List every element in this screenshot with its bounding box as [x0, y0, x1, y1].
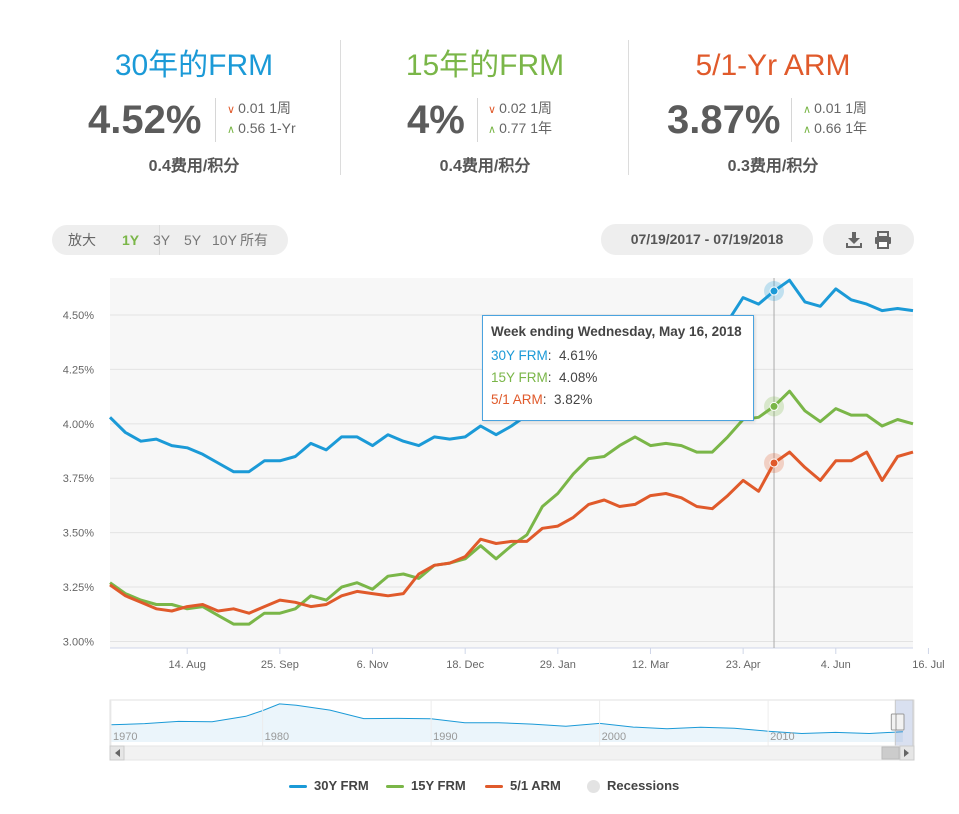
rate-line-chart: 3.00% 3.25% 3.50% 3.75% 4.00% 4.25% 4.50% 14. … — [63, 278, 945, 671]
y-tick-label: 3.75% — [63, 473, 94, 485]
time-navigator[interactable]: 1970 1980 1990 2000 2010 — [0, 698, 959, 764]
zoom-all-button[interactable]: 所有 — [240, 232, 268, 248]
summary-week-change: ∨ 0.02 1周 — [488, 100, 552, 116]
summary-week-change: ∧ 0.01 1周 — [803, 100, 867, 116]
navigator-year-label: 2010 — [770, 731, 794, 743]
y-tick-label: 3.00% — [63, 636, 94, 648]
summary-15y-frm: 15年的FRM 4% ∨ 0.02 1周 ∧ 0.77 1年 0.4费用/积分 — [340, 40, 629, 175]
hover-tooltip: Week ending Wednesday, May 16, 2018 30Y … — [482, 315, 754, 421]
legend-item-15y-frm[interactable]: 15Y FRM — [386, 776, 466, 796]
summary-5-1-arm: 5/1-Yr ARM 3.87% ∧ 0.01 1周 ∧ 0.66 1年 0.3费用… — [628, 40, 917, 175]
x-axis: 14. Aug 25. Sep 6. Nov 18. Dec 29. Jan 12. Ma… — [169, 648, 945, 671]
summary-divider — [791, 98, 792, 142]
legend-swatch — [386, 785, 404, 789]
summary-week-change: ∨ 0.01 1周 — [227, 100, 291, 116]
legend-swatch — [485, 785, 503, 789]
summary-rate: 3.87% — [667, 98, 781, 142]
navigator-history-line — [110, 703, 903, 735]
summary-year-change: ∧ 0.77 1年 — [488, 120, 552, 136]
navigator-scrollbar-thumb[interactable] — [881, 746, 900, 760]
legend-swatch — [289, 785, 307, 789]
legend-swatch — [587, 780, 600, 794]
hover-point — [769, 458, 779, 468]
y-tick-label: 3.25% — [63, 582, 94, 594]
arrow-up-icon: ∧ — [803, 104, 812, 116]
summary-divider — [215, 98, 216, 142]
summary-year-change: ∧ 0.66 1年 — [803, 120, 867, 136]
x-tick-label: 14. Aug — [169, 659, 206, 671]
summary-title: 30年的FRM — [114, 49, 274, 82]
arrow-up-icon: ∧ — [227, 124, 236, 136]
summary-30y-frm: 30年的FRM 4.52% ∨ 0.01 1周 ∧ 0.56 1-Yr 0.4费用/… — [50, 40, 338, 175]
navigator-handle-right[interactable] — [895, 713, 905, 731]
x-tick-label: 29. Jan — [540, 659, 576, 671]
hover-point — [769, 286, 779, 296]
scroll-left-button[interactable] — [109, 745, 125, 761]
x-tick-label: 25. Sep — [261, 659, 299, 671]
x-tick-label: 4. Jun — [821, 659, 851, 671]
navigator-year-label: 2000 — [602, 731, 626, 743]
summary-fees: 0.4费用/积分 — [148, 158, 240, 175]
summary-fees: 0.3费用/积分 — [727, 158, 819, 175]
x-tick-label: 6. Nov — [357, 659, 389, 671]
zoom-3y-button[interactable]: 3Y — [153, 232, 171, 248]
zoom-divider — [159, 225, 160, 255]
y-axis: 3.00% 3.25% 3.50% 3.75% 4.00% 4.25% 4.50% — [63, 310, 94, 648]
tooltip-title: Week ending Wednesday, May 16, 2018 — [491, 324, 742, 339]
hover-markers — [764, 281, 785, 473]
summary-year-change: ∧ 0.56 1-Yr — [227, 120, 296, 136]
download-icon[interactable] — [845, 231, 863, 249]
summary-rate: 4% — [407, 98, 465, 142]
arrow-down-icon: ∨ — [227, 104, 236, 116]
x-tick-label: 23. Apr — [726, 659, 761, 671]
print-icon[interactable] — [874, 231, 892, 249]
summary-rate: 4.52% — [88, 98, 202, 142]
zoom-1y-button[interactable]: 1Y — [122, 232, 140, 248]
navigator-history-area — [111, 703, 903, 742]
summary-title: 5/1-Yr ARM — [695, 49, 851, 82]
summary-divider — [477, 98, 478, 142]
chart-tools — [823, 224, 914, 255]
chevron-left-icon — [115, 749, 120, 757]
x-tick-label: 12. Mar — [632, 659, 670, 671]
legend-item-30y-frm[interactable]: 30Y FRM — [289, 776, 369, 796]
legend-item-recessions[interactable]: Recessions — [587, 776, 679, 796]
date-range-picker[interactable]: 07/19/2017 - 07/19/2018 — [601, 224, 813, 255]
navigator-year-label: 1980 — [265, 731, 289, 743]
series-line-15y-frm — [109, 389, 914, 626]
y-tick-label: 4.50% — [63, 310, 94, 322]
legend-item-5-1-arm[interactable]: 5/1 ARM — [485, 776, 561, 796]
tooltip-row-15y: 15Y FRM: 4.08% — [491, 370, 598, 385]
arrow-up-icon: ∧ — [803, 124, 812, 136]
x-tick-label: 16. Jul — [912, 659, 944, 671]
zoom-10y-button[interactable]: 10Y — [212, 232, 237, 248]
zoom-label: 放大 — [68, 232, 96, 248]
arrow-down-icon: ∨ — [488, 104, 497, 116]
scroll-right-button[interactable] — [899, 745, 915, 761]
chevron-right-icon — [904, 749, 909, 757]
series-line-5-1-arm — [109, 450, 914, 615]
hover-point — [769, 401, 779, 411]
navigator-scrollbar-track[interactable] — [109, 745, 915, 761]
navigator-year-label: 1970 — [113, 731, 137, 743]
arrow-up-icon: ∧ — [488, 124, 497, 136]
summary-title: 15年的FRM — [405, 49, 565, 82]
series-lines — [108, 278, 914, 626]
y-tick-label: 4.00% — [63, 419, 94, 431]
x-tick-label: 18. Dec — [446, 659, 484, 671]
y-tick-label: 3.50% — [63, 528, 94, 540]
zoom-5y-button[interactable]: 5Y — [184, 232, 202, 248]
zoom-selector: 放大 1Y 3Y 5Y 10Y 所有 — [52, 225, 288, 255]
tooltip-row-30y: 30Y FRM: 4.61% — [491, 348, 598, 363]
y-tick-label: 4.25% — [63, 364, 94, 376]
navigator-year-label: 1990 — [433, 731, 457, 743]
tooltip-row-arm: 5/1 ARM: 3.82% — [491, 392, 593, 407]
navigator-year-labels: 1970 1980 1990 2000 2010 — [110, 700, 795, 746]
summary-fees: 0.4费用/积分 — [439, 158, 531, 175]
series-line-30y-frm — [108, 278, 914, 474]
rate-summary: 30年的FRM 4.52% ∨ 0.01 1周 ∧ 0.56 1-Yr 0.4费用/… — [50, 40, 914, 175]
chart-legend: 30Y FRM 15Y FRM 5/1 ARM Recessions — [0, 776, 959, 796]
